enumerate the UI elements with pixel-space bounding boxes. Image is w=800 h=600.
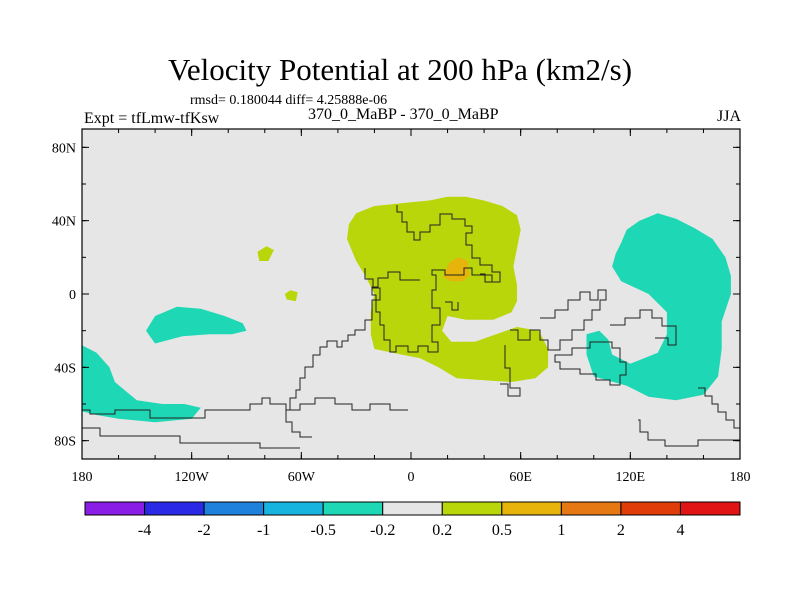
x-tick-label: 60W: [288, 470, 316, 485]
contour-region-5: [146, 306, 247, 344]
coastline-indian-ocean-south: [500, 345, 521, 397]
colorbar-label: -0.5: [311, 522, 336, 539]
coastline-africa: [371, 205, 501, 353]
coastline-new-guinea: [610, 309, 677, 346]
colorbar: -4 -2 -1 -0.5 -0.2 0.2 0.5 1 2 4: [84, 501, 741, 539]
rmsd-diff-stats: rmsd= 0.180044 diff= 4.25888e-06: [190, 93, 388, 108]
colorbar-label: 4: [676, 522, 684, 539]
colorbar-swatch: [84, 501, 146, 516]
colorbar-swatch: [441, 501, 503, 516]
experiment-label: Expt = tfLmw-tfKsw: [84, 110, 220, 127]
contour-region-3: [257, 246, 274, 261]
colorbar-swatch: [203, 501, 265, 516]
colorbar-swatch: [620, 501, 681, 516]
coastline-antarctic-peninsula: [82, 397, 408, 419]
season-label: JJA: [716, 108, 741, 125]
colorbar-label: 0.2: [432, 522, 452, 539]
colorbar-label: 0.5: [492, 522, 512, 539]
x-axis-ticks: 180 120W 60W 0 60E 120E 180: [72, 129, 751, 485]
x-tick-label: 60E: [509, 470, 532, 485]
colorbar-label: -2: [197, 522, 210, 539]
y-axis-ticks: 80N 40N 0 40S 80S: [52, 141, 740, 450]
coastline-new-zealand: [698, 387, 740, 429]
y-tick-label: 80N: [52, 141, 76, 156]
y-tick-label: 0: [69, 288, 76, 303]
x-tick-label: 120E: [616, 470, 646, 485]
colorbar-swatch: [382, 501, 443, 516]
coastline-outlines: [82, 205, 740, 449]
colorbar-label: 1: [557, 522, 565, 539]
x-tick-label: 180: [730, 470, 751, 485]
y-tick-label: 40S: [54, 361, 76, 376]
coastline-arabia-india: [445, 273, 492, 311]
comparison-label: 370_0_MaBP - 370_0_MaBP: [308, 106, 499, 123]
colorbar-swatch: [263, 501, 324, 516]
coastline-maritime-continent: [510, 289, 607, 351]
x-tick-label: 180: [72, 470, 93, 485]
colorbar-swatch: [501, 501, 562, 516]
colorbar-swatch: [679, 501, 741, 516]
colorbar-label: 2: [617, 522, 625, 539]
contour-region-4: [284, 290, 298, 302]
y-tick-label: 80S: [54, 435, 76, 450]
colorbar-swatch: [322, 501, 384, 516]
colorbar-label: -0.2: [370, 522, 395, 539]
x-tick-label: 120W: [175, 470, 210, 485]
contour-region-1: [347, 196, 549, 382]
x-tick-label: 0: [408, 470, 415, 485]
colorbar-label: -4: [138, 522, 151, 539]
contour-regions: [82, 196, 731, 423]
contour-region-7: [586, 213, 731, 401]
colorbar-swatch: [560, 501, 622, 516]
chart-title: Velocity Potential at 200 hPa (km2/s): [167, 52, 633, 87]
contour-region-6: [82, 345, 201, 423]
coastline-east-antarctica: [638, 419, 740, 447]
colorbar-swatch: [144, 501, 205, 516]
coastline-antarctica: [82, 427, 300, 449]
y-tick-label: 40N: [52, 215, 76, 230]
colorbar-label: -1: [257, 522, 270, 539]
coastline-australia: [554, 341, 627, 386]
